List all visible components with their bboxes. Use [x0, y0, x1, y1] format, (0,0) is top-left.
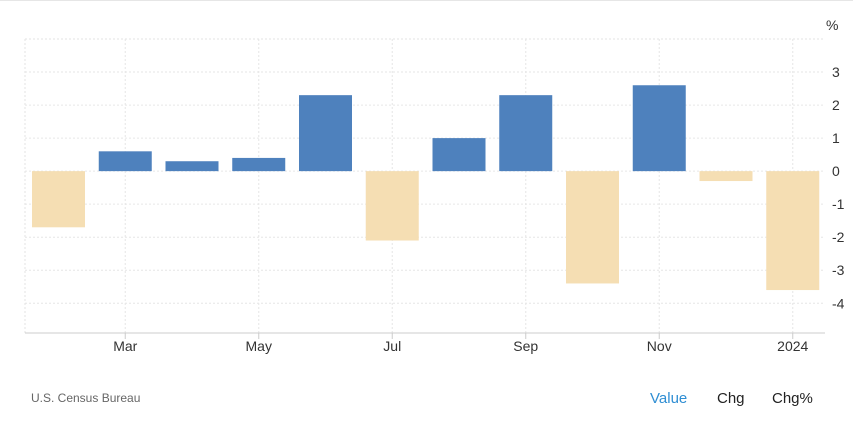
- bar-chart: 3 2 1 0 -1 -2 -3 -4 Mar May Jul Sep Nov 2024 %: [24, 17, 845, 354]
- tab-chg[interactable]: Chg: [717, 390, 745, 407]
- bar: [299, 95, 352, 172]
- grid-lines: [24, 38, 825, 333]
- y-tick-label: -3: [832, 262, 845, 278]
- axes: 3 2 1 0 -1 -2 -3 -4 Mar May Jul Sep Nov 2024: [25, 64, 845, 354]
- x-tick-label: Mar: [113, 338, 137, 354]
- y-tick-label: 0: [832, 163, 840, 179]
- y-axis-unit-label: %: [826, 17, 838, 33]
- y-tick-label: 1: [832, 130, 840, 146]
- x-tick-label: Sep: [513, 338, 538, 354]
- x-tick-label: Jul: [383, 338, 401, 354]
- bars: [32, 85, 820, 291]
- y-tick-label: 2: [832, 97, 840, 113]
- bar: [365, 171, 419, 241]
- bar: [566, 171, 619, 284]
- top-divider: [0, 0, 853, 1]
- y-tick-label: -2: [832, 229, 845, 245]
- bar: [32, 171, 85, 228]
- tab-value[interactable]: Value: [650, 390, 688, 407]
- bar: [499, 95, 553, 172]
- bar: [165, 161, 219, 172]
- x-tick-label: Nov: [647, 338, 672, 354]
- x-tick-label: May: [246, 338, 272, 354]
- bar: [98, 151, 152, 172]
- y-tick-label: -1: [832, 196, 845, 212]
- bar: [632, 85, 686, 172]
- bar: [432, 138, 486, 172]
- x-tick-label: 2024: [777, 338, 808, 354]
- tab-chg-percent[interactable]: Chg%: [772, 390, 813, 407]
- bar: [699, 171, 753, 182]
- source-credit: U.S. Census Bureau: [31, 391, 141, 405]
- bar: [232, 157, 286, 172]
- bar: [766, 171, 820, 291]
- y-tick-label: 3: [832, 64, 840, 80]
- y-tick-label: -4: [832, 295, 845, 311]
